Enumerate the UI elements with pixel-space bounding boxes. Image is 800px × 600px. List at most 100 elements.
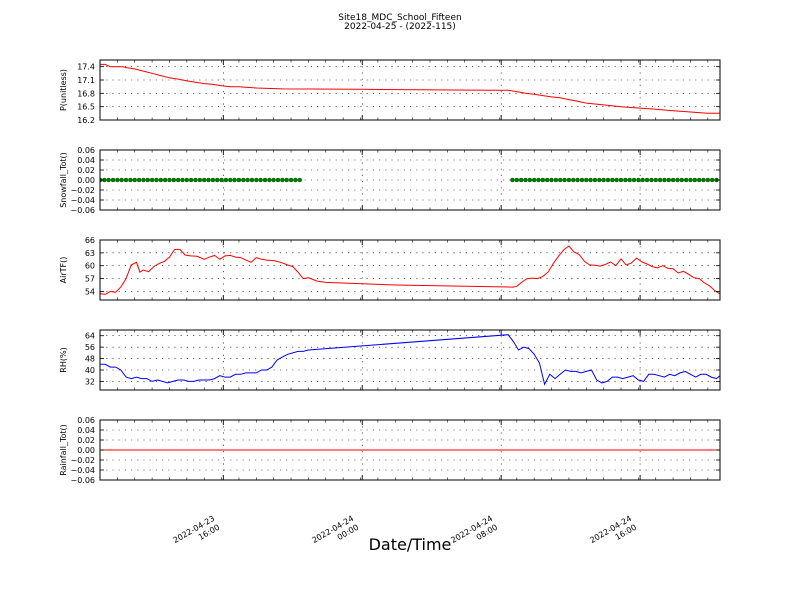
- data-point: [666, 177, 671, 183]
- data-point: [232, 177, 237, 183]
- data-point: [631, 177, 637, 183]
- data-point: [275, 177, 281, 183]
- data-point: [523, 177, 528, 183]
- data-point: [288, 177, 294, 183]
- data-point: [167, 177, 172, 183]
- y-axis-label: Snowfall_Tot(): [59, 152, 68, 208]
- y-tick-label: 16.5: [77, 103, 95, 112]
- figure-title: Site18_MDC_School_Fifteen: [338, 13, 461, 23]
- y-tick-label: 0.02: [77, 166, 95, 175]
- data-point: [571, 177, 576, 183]
- y-tick-label: 17.4: [77, 63, 95, 72]
- y-tick-label: 16.8: [77, 89, 95, 98]
- x-axis-label: Date/Time: [369, 535, 452, 554]
- data-point: [657, 177, 663, 183]
- data-point: [649, 177, 654, 183]
- data-point: [679, 177, 684, 183]
- panel-1: 17.4 17.1 16.8 16.5 16.2 P(unitless): [59, 59, 721, 125]
- y-tick-label: 32: [85, 377, 95, 386]
- data-point: [601, 177, 606, 183]
- data-point: [584, 177, 589, 183]
- plot-frame: [99, 239, 721, 301]
- data-point: [297, 177, 302, 183]
- panel-3: 66 63 60 57 54 AirTF(): [59, 236, 721, 301]
- series-group: [100, 63, 720, 114]
- data-point: [154, 177, 159, 183]
- data-point: [193, 177, 198, 183]
- data-point: [640, 177, 645, 183]
- data-point: [692, 177, 698, 183]
- data-point: [115, 177, 120, 183]
- figure-subtitle: 2022-04-25 - (2022-115): [344, 22, 456, 32]
- series-line: [100, 334, 720, 386]
- y-tick-label: −0.04: [70, 466, 95, 475]
- data-point: [267, 177, 272, 183]
- data-point: [597, 177, 602, 183]
- data-point: [618, 177, 624, 183]
- data-point: [514, 177, 520, 183]
- y-tick-label: −0.04: [70, 196, 95, 205]
- y-tick-label: 63: [85, 249, 95, 258]
- data-point: [544, 177, 550, 183]
- data-point: [536, 177, 541, 183]
- data-point: [553, 177, 559, 183]
- data-point: [141, 177, 146, 183]
- data-point: [588, 177, 593, 183]
- data-point: [293, 177, 298, 183]
- data-point: [284, 177, 289, 183]
- data-point: [701, 177, 706, 183]
- data-point: [158, 177, 163, 183]
- plot-frame: [99, 419, 721, 481]
- data-point: [623, 177, 628, 183]
- y-axis-label: AirTF(): [59, 257, 68, 284]
- data-point: [106, 177, 111, 183]
- data-point: [258, 177, 263, 183]
- data-point: [575, 177, 580, 183]
- data-point: [688, 177, 693, 183]
- data-point: [709, 177, 715, 183]
- series-line: [100, 63, 720, 114]
- chart-panels: 17.417.116.816.516.2P(unitless)0.060.040…: [59, 59, 721, 485]
- series-group: [100, 177, 719, 183]
- data-point: [202, 177, 207, 183]
- data-point: [510, 177, 515, 183]
- data-point: [670, 177, 676, 183]
- panel-5: 0.060.040.020.00−0.02−0.04−0.06Rainfall_…: [59, 416, 721, 485]
- y-tick-label: 48: [85, 355, 95, 364]
- plot-frame: [99, 149, 721, 211]
- data-point: [110, 177, 116, 183]
- data-point: [180, 177, 185, 183]
- data-point: [236, 177, 242, 183]
- y-tick-label: 16.2: [77, 116, 95, 125]
- data-point: [149, 177, 155, 183]
- data-point: [145, 177, 150, 183]
- data-point: [696, 177, 702, 183]
- data-point: [705, 177, 711, 183]
- y-tick-label: 0.06: [77, 416, 95, 425]
- plot-frame: [99, 329, 721, 391]
- data-point: [683, 177, 689, 183]
- data-point: [223, 177, 229, 183]
- data-point: [579, 177, 585, 183]
- data-point: [262, 177, 268, 183]
- data-point: [249, 177, 255, 183]
- data-point: [215, 177, 220, 183]
- y-tick-label: 57: [85, 275, 95, 284]
- data-point: [540, 177, 546, 183]
- y-axis-label: Rainfall_Tot(): [59, 424, 68, 476]
- data-point: [136, 177, 142, 183]
- data-point: [123, 177, 129, 183]
- y-tick-label: 0.04: [77, 156, 95, 165]
- data-point: [119, 177, 124, 183]
- data-point: [184, 177, 190, 183]
- data-point: [558, 177, 563, 183]
- data-point: [614, 177, 619, 183]
- y-tick-label: 0.06: [77, 146, 95, 155]
- series-group: [100, 334, 720, 386]
- panel-2: 0.060.040.020.00−0.02−0.04−0.06Snowfall_…: [59, 146, 721, 215]
- data-point: [566, 177, 572, 183]
- data-point: [518, 177, 524, 183]
